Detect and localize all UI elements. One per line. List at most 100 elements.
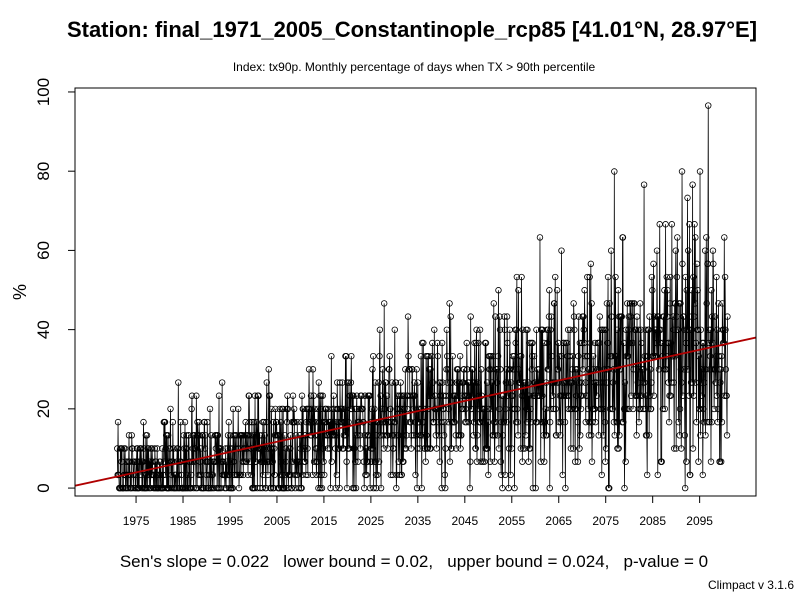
data-point — [508, 445, 515, 452]
data-point — [125, 432, 133, 439]
data-point — [634, 392, 641, 399]
data-point — [457, 445, 464, 452]
data-point — [553, 287, 561, 294]
data-point — [469, 366, 476, 373]
data-point — [351, 405, 359, 413]
data-point — [345, 379, 353, 386]
data-point — [564, 326, 572, 333]
data-point — [627, 392, 635, 399]
data-point — [460, 366, 468, 373]
data-point — [580, 326, 587, 333]
data-point — [356, 418, 363, 426]
data-point — [206, 405, 214, 413]
data-point — [481, 405, 488, 413]
data-point — [581, 287, 588, 294]
data-point — [687, 471, 694, 479]
data-point — [320, 458, 327, 465]
data-point — [598, 405, 605, 413]
data-point — [230, 458, 238, 465]
data-point — [490, 432, 497, 439]
data-point — [472, 445, 479, 452]
data-point — [249, 432, 257, 439]
data-point — [649, 287, 656, 294]
data-point — [157, 471, 164, 479]
data-point — [661, 405, 669, 413]
data-point — [641, 379, 648, 386]
data-point — [338, 418, 345, 426]
data-point — [289, 392, 297, 399]
data-point — [121, 445, 129, 452]
data-point — [177, 418, 184, 426]
data-point — [451, 418, 458, 426]
data-point — [715, 300, 722, 307]
data-point — [510, 366, 517, 373]
data-point — [242, 432, 249, 439]
data-point — [346, 392, 354, 399]
data-point — [608, 313, 615, 320]
data-point — [222, 471, 229, 479]
data-point — [625, 313, 632, 320]
data-point — [588, 300, 595, 307]
data-point — [717, 379, 724, 386]
data-point — [159, 445, 166, 452]
data-point — [517, 445, 524, 452]
data-point — [622, 458, 629, 465]
data-point — [537, 458, 544, 465]
data-point — [703, 234, 710, 241]
data-point — [538, 418, 545, 426]
data-point — [721, 273, 729, 281]
data-point — [307, 392, 315, 399]
data-point — [650, 392, 658, 399]
data-point — [703, 300, 710, 307]
data-point — [206, 471, 213, 479]
data-point — [519, 326, 526, 333]
data-point — [587, 339, 594, 347]
data-point — [681, 432, 688, 439]
data-point — [483, 379, 491, 386]
data-point — [459, 405, 467, 413]
data-point — [414, 379, 422, 386]
data-point — [200, 484, 207, 492]
data-point — [448, 418, 456, 426]
data-point — [268, 405, 275, 413]
data-point — [317, 392, 325, 399]
data-point — [502, 405, 509, 413]
data-point — [419, 432, 426, 439]
data-point — [391, 418, 399, 426]
data-point — [599, 405, 607, 413]
data-point — [679, 260, 686, 268]
data-point — [615, 287, 622, 294]
data-point — [131, 458, 139, 465]
data-point — [276, 484, 283, 492]
data-point — [149, 458, 156, 465]
data-point — [602, 445, 610, 452]
data-point — [596, 313, 604, 320]
data-point — [502, 379, 510, 386]
data-point — [335, 445, 343, 452]
data-point — [678, 168, 686, 175]
data-point — [714, 418, 721, 426]
data-point — [645, 432, 653, 439]
data-point — [307, 418, 314, 426]
data-point — [707, 326, 714, 333]
data-point — [382, 418, 390, 426]
y-tick-label-40: 40 — [34, 320, 53, 339]
data-point — [192, 445, 199, 452]
data-point — [546, 287, 553, 294]
data-point — [264, 471, 272, 479]
data-point — [547, 405, 555, 413]
data-point — [261, 432, 269, 439]
data-point — [498, 471, 505, 479]
data-point — [606, 405, 614, 413]
data-point — [281, 484, 288, 492]
data-point — [448, 445, 455, 452]
monthly-series-markers — [114, 102, 731, 492]
data-point — [294, 471, 301, 479]
data-point — [556, 352, 563, 360]
data-point — [314, 405, 322, 413]
data-point — [253, 432, 261, 439]
x-tick-label-2025: 2025 — [358, 514, 385, 528]
data-point — [299, 405, 307, 413]
data-point — [224, 445, 231, 452]
